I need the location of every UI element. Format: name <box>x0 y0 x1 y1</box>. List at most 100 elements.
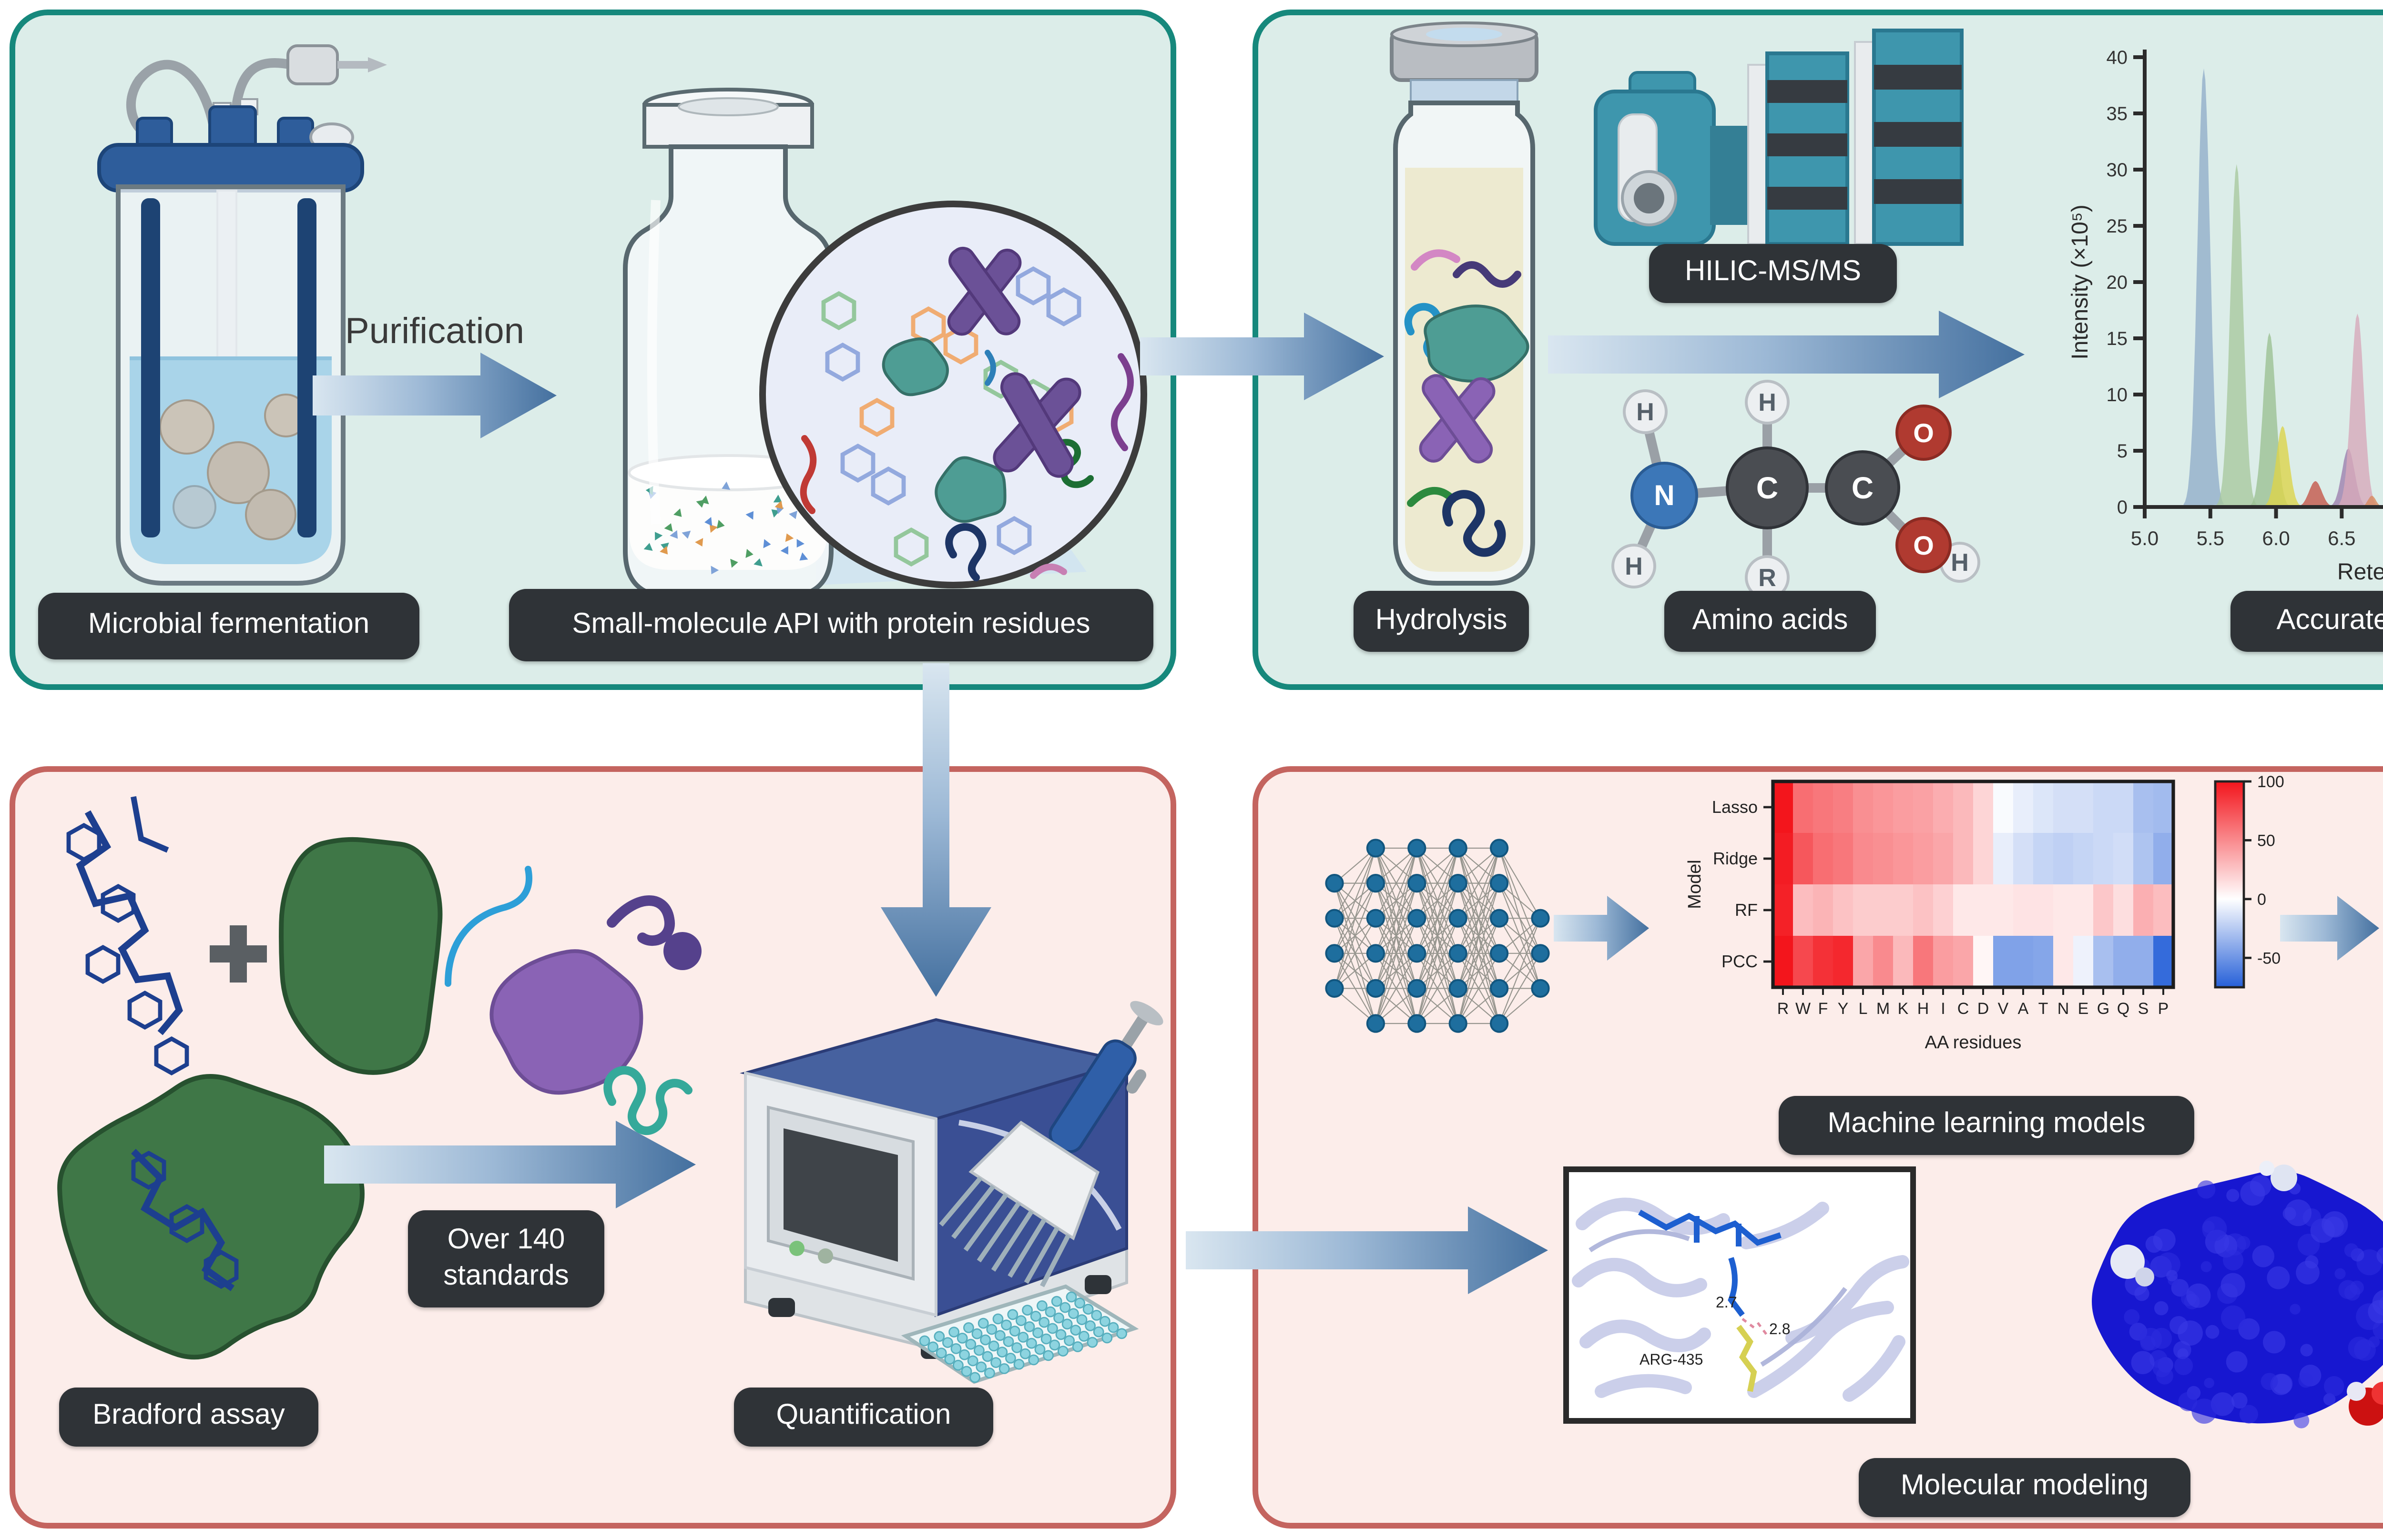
svg-text:20: 20 <box>2107 272 2128 293</box>
cells <box>1773 781 2174 988</box>
svg-text:O: O <box>1913 418 1934 448</box>
badge-hydrolysis: Hydrolysis <box>1354 591 1529 652</box>
svg-text:5: 5 <box>2117 441 2128 462</box>
badge-amino-acids: Amino acids <box>1664 591 1876 652</box>
svg-text:30: 30 <box>2107 160 2128 181</box>
bradford-assay-art <box>57 796 443 1360</box>
svg-text:M: M <box>1876 1000 1890 1018</box>
hydrolysate-vial-icon <box>1390 21 1538 586</box>
hilic-msms-instrument-icon <box>1594 29 1964 246</box>
svg-text:AA residues: AA residues <box>1925 1033 2022 1053</box>
svg-text:2.7: 2.7 <box>1716 1294 1737 1311</box>
svg-text:T: T <box>2038 1000 2048 1018</box>
svg-text:Intensity (×10⁵): Intensity (×10⁵) <box>2067 204 2093 359</box>
svg-text:6.5: 6.5 <box>2328 527 2355 549</box>
coomassie-dye-icon <box>69 796 187 1073</box>
svg-text:Retention time (min): Retention time (min) <box>2337 559 2383 585</box>
arrow-topleft-to-bottomleft <box>881 663 991 997</box>
arrow-bottomleft-to-bottomright <box>1186 1206 1548 1294</box>
svg-text:H: H <box>1625 553 1643 580</box>
svg-text:P: P <box>2158 1000 2169 1018</box>
svg-text:5.0: 5.0 <box>2131 527 2159 549</box>
svg-text:N: N <box>1654 479 1674 511</box>
svg-text:Q: Q <box>2117 1000 2129 1018</box>
svg-text:V: V <box>1998 1000 2009 1018</box>
purification-arrow <box>313 353 557 438</box>
svg-text:S: S <box>2138 1000 2149 1018</box>
molecule-magnifier-icon <box>759 201 1147 588</box>
badge-quantification: Quantification <box>734 1388 993 1447</box>
svg-text:R: R <box>1777 1000 1789 1018</box>
svg-text:C: C <box>1852 471 1874 505</box>
peaks <box>2183 68 2383 507</box>
svg-text:2.8: 2.8 <box>1769 1320 1790 1337</box>
colorbar: 100 50 0 -50 <box>2214 773 2284 989</box>
svg-text:25: 25 <box>2107 216 2128 237</box>
svg-text:40: 40 <box>2107 47 2128 68</box>
svg-text:50: 50 <box>2257 831 2275 850</box>
purification-label: Purification <box>345 313 524 353</box>
svg-text:Y: Y <box>1838 1000 1849 1018</box>
bound-dye-sticks <box>131 1149 236 1291</box>
svg-text:6.0: 6.0 <box>2262 527 2290 549</box>
arrow-to-plate-reader <box>324 1121 696 1208</box>
svg-text:E: E <box>2078 1000 2089 1018</box>
svg-text:Ridge: Ridge <box>1713 849 1758 868</box>
badge-molecular-modeling: Molecular modeling <box>1859 1458 2190 1517</box>
badge-small-molecule-api: Small-molecule API with protein residues <box>509 589 1153 661</box>
protein-dye-complex-icon <box>57 1074 365 1360</box>
svg-text:H: H <box>1758 389 1776 416</box>
svg-text:A: A <box>2018 1000 2029 1018</box>
svg-text:10: 10 <box>2107 385 2128 405</box>
arrow-nn-to-heatmap <box>1554 896 1649 961</box>
heatmap-chart: Lasso Ridge RF PCC R W F Y L M K H I C D V A T N E G Q S P Model… <box>1685 773 2284 1053</box>
axes <box>2133 50 2383 518</box>
svg-text:0: 0 <box>2257 891 2266 909</box>
badge-accurate-quantification: Accurate quantification <box>2230 591 2383 652</box>
svg-text:H: H <box>1636 398 1654 426</box>
svg-text:PCC: PCC <box>1721 952 1758 971</box>
svg-text:D: D <box>1977 1000 1989 1018</box>
svg-text:N: N <box>2057 1000 2069 1018</box>
svg-text:C: C <box>1957 1000 1969 1018</box>
badge-microbial-fermentation: Microbial fermentation <box>38 593 419 659</box>
svg-text:F: F <box>1818 1000 1828 1018</box>
plate-reader-icon <box>740 1001 1163 1384</box>
svg-text:L: L <box>1859 1000 1868 1018</box>
badge-bradford-assay: Bradford assay <box>59 1388 318 1447</box>
svg-text:W: W <box>1795 1000 1811 1018</box>
svg-text:O: O <box>1913 530 1934 560</box>
arrow-topleft-to-topright <box>1140 313 1384 400</box>
svg-text:100: 100 <box>2257 773 2284 791</box>
amino-acid-molecule-icon: H H H R H N C C O O <box>1611 380 1980 600</box>
badge-machine-learning-models: Machine learning models <box>1779 1096 2194 1155</box>
bioreactor-icon <box>97 44 387 586</box>
microplate-icon <box>901 1284 1139 1384</box>
svg-text:G: G <box>2097 1000 2109 1018</box>
arrow-heatmap-to-peptides <box>2280 896 2379 961</box>
plus-icon <box>210 925 267 983</box>
svg-text:I: I <box>1941 1000 1945 1018</box>
svg-text:Model: Model <box>1685 860 1705 909</box>
docking-view: 2.7 2.8 ARG-435 <box>1563 1166 1916 1424</box>
chromatogram-chart: 05101520253035405.05.56.06.57.07.58.08.5… <box>2067 47 2383 585</box>
svg-text:0: 0 <box>2117 497 2128 518</box>
badge-hilic-msms: HILIC-MS/MS <box>1649 244 1897 303</box>
svg-text:15: 15 <box>2107 328 2128 349</box>
surface-protein-icon <box>2092 1161 2383 1429</box>
multichannel-pipette-icon <box>939 1001 1163 1287</box>
labels: Lasso Ridge RF PCC R W F Y L M K H I C D V A T N E G Q S P Model… <box>1685 797 2169 1053</box>
svg-text:R: R <box>1758 564 1776 592</box>
arrow-to-chromatogram <box>1548 311 2025 398</box>
svg-text:ARG-435: ARG-435 <box>1640 1351 1703 1368</box>
badge-over-140-standards: Over 140 standards <box>408 1210 604 1307</box>
neural-network-icon <box>1325 839 1550 1033</box>
protein-blob-icon <box>279 837 443 1075</box>
svg-text:-50: -50 <box>2257 949 2281 967</box>
svg-text:Lasso: Lasso <box>1712 797 1758 817</box>
svg-text:K: K <box>1898 1000 1909 1018</box>
svg-text:35: 35 <box>2107 103 2128 124</box>
svg-text:5.5: 5.5 <box>2197 527 2224 549</box>
standards-proteins-art <box>445 866 702 1135</box>
